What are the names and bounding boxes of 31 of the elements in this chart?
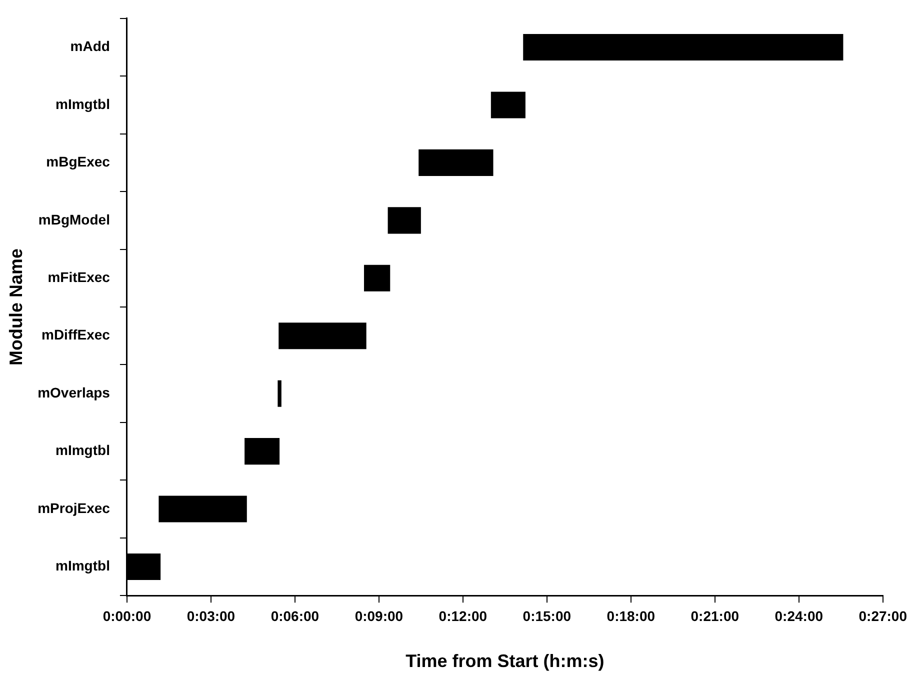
bar bbox=[490, 92, 526, 118]
y-tick-label: mFitExec bbox=[48, 269, 110, 285]
bar bbox=[244, 438, 280, 465]
y-tick-label: mDiffExec bbox=[42, 326, 110, 343]
x-tick-label: 0:21:00 bbox=[690, 608, 740, 624]
y-tick-label: mBgModel bbox=[38, 211, 110, 228]
y-tick-label: mAdd bbox=[70, 38, 110, 54]
bar bbox=[158, 496, 247, 522]
x-tick-label: 0:27:00 bbox=[858, 608, 908, 624]
y-tick-label: mOverlaps bbox=[38, 384, 110, 400]
x-tick-label: 0:00:00 bbox=[102, 608, 152, 624]
bar bbox=[278, 380, 282, 407]
x-tick-label: 0:03:00 bbox=[186, 608, 236, 624]
y-tick-label: mBgExec bbox=[46, 154, 110, 170]
x-axis-title: Time from Start (h:m:s) bbox=[406, 651, 604, 672]
x-tick-label: 0:18:00 bbox=[606, 608, 656, 624]
x-tick-label: 0:12:00 bbox=[438, 608, 488, 624]
y-axis-title: Module Name bbox=[6, 248, 26, 366]
bar bbox=[418, 149, 494, 176]
y-tick-label: mImgtbl bbox=[56, 442, 110, 458]
bar bbox=[523, 34, 844, 61]
x-tick-label: 0:09:00 bbox=[354, 608, 404, 624]
y-tick-label: mImgtbl bbox=[56, 558, 110, 574]
bar bbox=[278, 322, 366, 350]
x-tick-label: 0:06:00 bbox=[270, 608, 320, 624]
x-tick-label: 0:24:00 bbox=[774, 608, 824, 624]
x-tick-label: 0:15:00 bbox=[522, 608, 572, 624]
y-tick-label: mImgtbl bbox=[56, 96, 110, 112]
bar bbox=[364, 264, 390, 292]
y-tick-label: mProjExec bbox=[38, 500, 110, 516]
bar bbox=[388, 207, 421, 234]
